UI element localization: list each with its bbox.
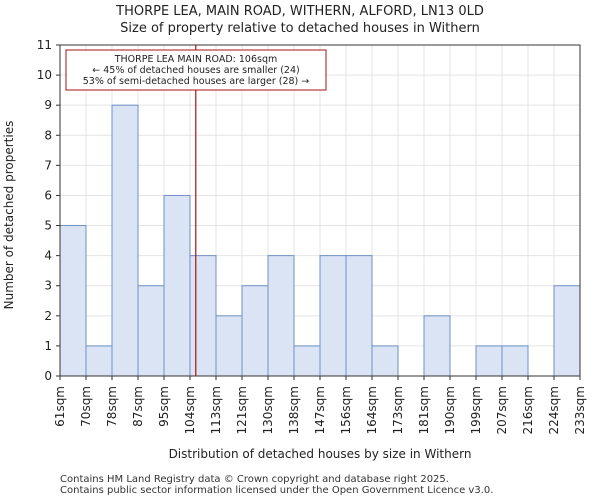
y-tick-label: 0: [44, 369, 52, 383]
y-tick-label: 7: [44, 158, 52, 172]
bar: [423, 315, 451, 377]
x-tick-label: 199sqm: [469, 386, 483, 434]
annotation-line-2: ← 45% of detached houses are smaller (24…: [92, 65, 299, 76]
x-tick-label: 87sqm: [131, 386, 145, 427]
x-tick-label: 147sqm: [313, 386, 327, 434]
y-tick-label: 8: [44, 128, 52, 142]
x-tick-label: 130sqm: [261, 386, 275, 434]
x-tick-label: 70sqm: [79, 386, 93, 427]
bar: [111, 104, 139, 377]
bar: [371, 345, 399, 377]
bar: [475, 345, 503, 377]
annotation-box: THORPE LEA MAIN ROAD: 106sqm ← 45% of de…: [65, 49, 327, 91]
x-tick-label: 138sqm: [287, 386, 301, 434]
x-tick-label: 164sqm: [365, 386, 379, 434]
y-tick-label: 5: [44, 219, 52, 233]
y-tick-label: 9: [44, 98, 52, 112]
x-tick-label: 113sqm: [209, 386, 223, 434]
footer-line-1: Contains HM Land Registry data © Crown c…: [60, 474, 449, 485]
bar: [553, 285, 581, 377]
y-tick-label: 4: [44, 249, 52, 263]
x-axis-label: Distribution of detached houses by size …: [169, 447, 472, 461]
bar: [189, 255, 217, 377]
annotation-line-3: 53% of semi-detached houses are larger (…: [83, 76, 310, 87]
x-tick-label: 78sqm: [105, 386, 119, 427]
x-tick-label: 95sqm: [157, 386, 171, 427]
y-tick-label: 2: [44, 309, 52, 323]
bar: [319, 255, 347, 377]
bar: [215, 315, 243, 377]
y-tick-label: 10: [37, 68, 52, 82]
x-tick-label: 233sqm: [573, 386, 587, 434]
x-axis-ticks: 61sqm 70sqm 78sqm 87sqm 95sqm 104sqm 113sqm 121…: [53, 376, 587, 434]
x-tick-label: 190sqm: [443, 386, 457, 434]
y-axis-label: Number of detached properties: [2, 121, 16, 310]
chart-subtitle: Size of property relative to detached ho…: [120, 21, 480, 36]
x-tick-label: 181sqm: [417, 386, 431, 434]
x-tick-label: 173sqm: [391, 386, 405, 434]
x-tick-label: 104sqm: [183, 386, 197, 434]
x-tick-label: 207sqm: [495, 386, 509, 434]
x-tick-label: 224sqm: [547, 386, 561, 434]
bar: [137, 285, 165, 377]
bar: [501, 345, 529, 377]
bar: [85, 345, 113, 377]
y-tick-label: 3: [44, 279, 52, 293]
y-axis-ticks: 0 1 2 3 4 5 6 7 8 9 10 11: [37, 38, 60, 383]
x-tick-label: 156sqm: [339, 386, 353, 434]
annotation-line-1: THORPE LEA MAIN ROAD: 106sqm: [114, 54, 278, 65]
x-tick-label: 61sqm: [53, 386, 67, 427]
bar: [163, 194, 191, 377]
footer-line-2: Contains public sector information licen…: [60, 485, 494, 496]
bar: [59, 225, 87, 377]
chart-title: THORPE LEA, MAIN ROAD, WITHERN, ALFORD, …: [115, 4, 484, 19]
bar: [345, 255, 373, 377]
x-tick-label: 121sqm: [235, 386, 249, 434]
y-tick-label: 6: [44, 188, 52, 202]
y-tick-label: 1: [44, 339, 52, 353]
bar: [241, 285, 269, 377]
bar: [293, 345, 321, 377]
bar: [267, 255, 295, 377]
y-tick-label: 11: [37, 38, 52, 52]
x-tick-label: 216sqm: [521, 386, 535, 434]
bars: [59, 104, 581, 377]
